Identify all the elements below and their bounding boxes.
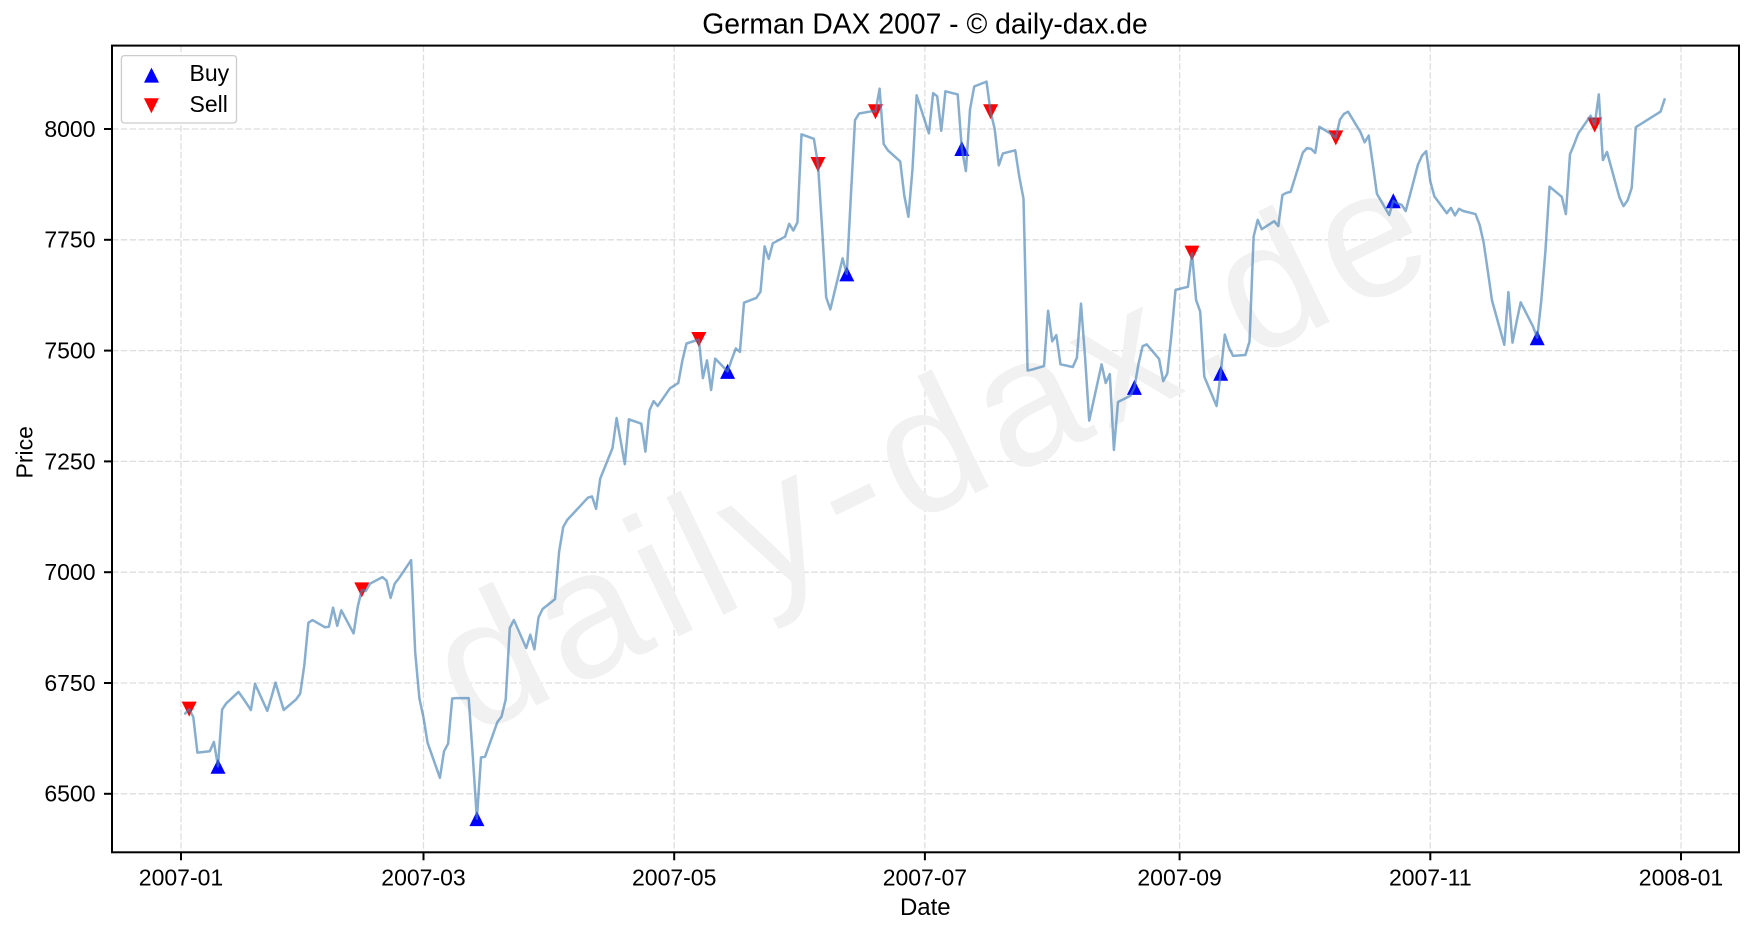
svg-text:2007-07: 2007-07 — [883, 865, 967, 891]
svg-text:2007-11: 2007-11 — [1389, 865, 1472, 891]
svg-text:6750: 6750 — [44, 670, 95, 696]
svg-text:7500: 7500 — [44, 338, 95, 364]
svg-text:Buy: Buy — [190, 60, 230, 86]
svg-text:German DAX 2007 - © daily-dax.: German DAX 2007 - © daily-dax.de — [702, 8, 1148, 40]
svg-text:2007-03: 2007-03 — [381, 865, 465, 891]
svg-text:7250: 7250 — [44, 448, 95, 474]
svg-text:7750: 7750 — [44, 227, 95, 253]
svg-text:Date: Date — [900, 894, 951, 921]
svg-text:2007-09: 2007-09 — [1137, 865, 1221, 891]
svg-text:Sell: Sell — [190, 91, 228, 117]
svg-text:2007-01: 2007-01 — [139, 865, 223, 891]
svg-text:2008-01: 2008-01 — [1639, 865, 1723, 891]
svg-text:6500: 6500 — [44, 781, 95, 807]
svg-text:2007-05: 2007-05 — [632, 865, 716, 891]
svg-text:8000: 8000 — [44, 116, 95, 142]
svg-text:7000: 7000 — [44, 559, 95, 585]
svg-text:Price: Price — [12, 426, 38, 478]
